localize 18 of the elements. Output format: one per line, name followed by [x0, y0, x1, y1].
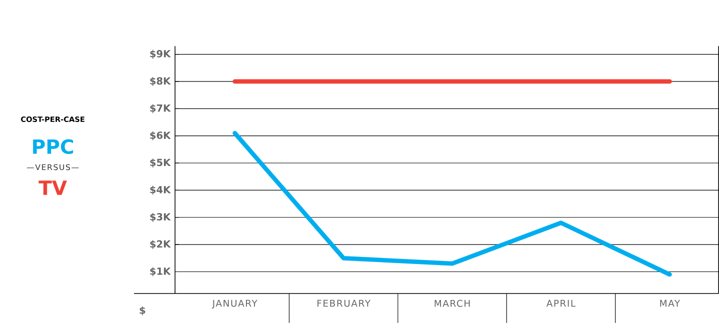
y-tick-label: $1K	[150, 267, 171, 276]
x-tick-label: MARCH	[434, 300, 470, 307]
x-tick-label: APRIL	[546, 300, 576, 307]
x-tick-label: FEBRUARY	[317, 300, 371, 307]
x-tick-label: JANUARY	[212, 300, 258, 308]
y-tick-label: $2K	[150, 240, 171, 249]
y-axis-title: $	[140, 306, 146, 316]
y-tick-label: $4K	[150, 186, 171, 195]
text: PPC	[33, 139, 74, 154]
y-tick-label: $8K	[150, 76, 171, 86]
y-tick-label: $9K	[150, 50, 171, 59]
y-tick-label: $6K	[150, 131, 171, 140]
line-series	[232, 130, 672, 277]
x-tick-label: MAY	[660, 300, 680, 307]
y-tick-label: $3K	[150, 212, 171, 222]
y-tick-label: $7K	[150, 104, 171, 114]
y-tick-label: $5K	[150, 158, 171, 168]
text: TV	[38, 180, 67, 195]
